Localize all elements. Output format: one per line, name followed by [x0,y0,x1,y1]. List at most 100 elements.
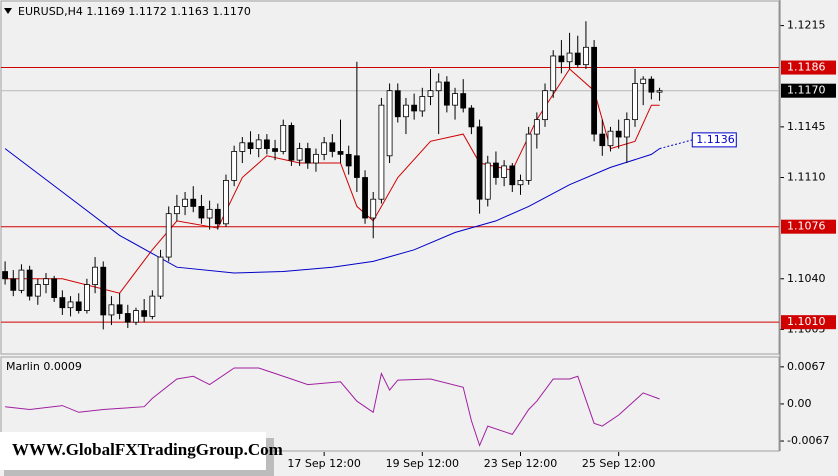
watermark: WWW.GlobalFXTradingGroup.Com [0,432,283,476]
candle-body [394,90,401,118]
candle [26,265,33,301]
candle [255,134,262,158]
candle [2,261,8,285]
candle [599,119,606,156]
candle [353,61,360,192]
candle-body [263,139,270,149]
candle [566,32,573,69]
candle-body [59,297,66,309]
candle-body [83,284,90,311]
quote-close: 1.1170 [212,5,251,18]
candle-body [288,125,295,161]
candle-body [198,206,205,219]
indicator-line [5,367,660,447]
candle-body [419,96,426,112]
candle-body [149,295,156,317]
candle [468,105,475,135]
candle-body [435,81,442,92]
chart-header: EURUSD,H4 1.1169 1.1172 1.1163 1.1170 [18,5,251,18]
candle [59,290,66,315]
candle-body [43,278,49,285]
candle [321,136,328,161]
candle-body [18,269,25,291]
candle [370,191,377,239]
candle [656,87,663,101]
moving-average [659,139,693,150]
candle [296,142,303,166]
candle [509,163,516,192]
candle-body [493,162,499,178]
candle [574,35,581,68]
candle [443,76,450,113]
candle [615,119,622,149]
candle [493,151,499,185]
candle-body [509,165,516,186]
candle [231,145,238,187]
candle-body [26,269,33,297]
candle-body [108,304,115,316]
candle [337,119,344,164]
candle-body [623,119,630,138]
candle [280,119,287,155]
candle-body [51,278,58,298]
candle [182,191,188,216]
candle [386,83,393,164]
candle-body [558,55,565,63]
candle-body [345,153,352,167]
candle [403,97,409,135]
candle-body [190,198,197,207]
candle [173,194,180,221]
candle-body [533,119,540,135]
candle-body [656,90,663,93]
candle [427,68,434,106]
indicator-y-tick-label: 0.00 [787,397,812,410]
level-label-box [781,315,836,330]
candle-body [550,55,557,92]
candle [67,296,74,317]
candle-body [321,142,328,155]
candle [533,112,540,149]
candle [108,296,115,326]
candle [214,203,221,230]
candle-body [566,52,573,63]
indicator-y-tick-label: 0.0067 [787,360,826,373]
candle-body [157,256,164,297]
candle [542,83,548,127]
candle-body [223,179,229,225]
level-label: 1.1186 [787,61,826,74]
candle-body [468,107,475,128]
candle [263,134,270,155]
candle-body [2,271,8,280]
candle [206,200,213,230]
candle [34,278,41,305]
candle-body [460,93,467,109]
quote-open: 1.1169 [86,5,125,18]
candle-body [476,126,483,200]
candle-body [173,206,180,215]
candle-body [386,90,393,157]
candle [75,293,82,314]
candle-body [403,104,409,118]
candle-body [304,148,311,164]
candle [239,136,246,164]
candle-body [100,266,107,316]
candle-body [607,130,614,147]
candle-body [411,104,418,112]
candle-body [501,165,508,178]
candle [362,170,368,224]
candle [141,299,148,323]
candle [247,131,254,155]
candle [607,126,614,152]
candle [623,112,630,164]
candle-body [75,301,82,311]
candle [484,155,491,207]
candle [640,76,647,106]
candle [116,293,123,320]
y-tick-label: 1.1040 [787,272,826,285]
candle [394,83,401,123]
candle-body [133,310,139,323]
candle-body [362,177,368,219]
candle [100,261,107,330]
candle-body [34,284,41,297]
